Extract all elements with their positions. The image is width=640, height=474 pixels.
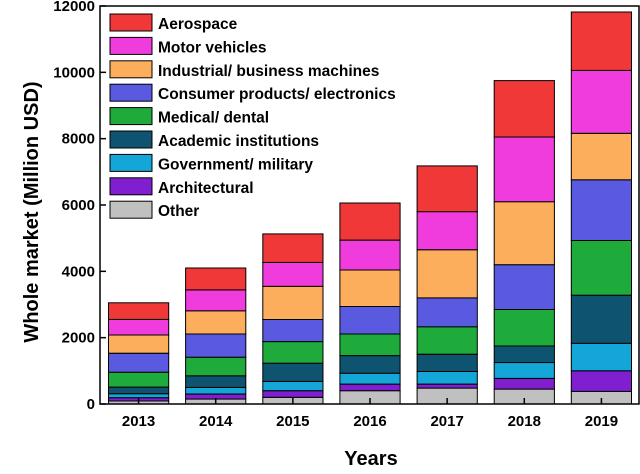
- bar-2016-academic-institutions: [339, 355, 401, 374]
- legend-label-consumer-products-electronics: Consumer products/ electronics: [158, 86, 396, 103]
- bar-2019-industrial-business-machines: [570, 132, 632, 181]
- legend-swatch-consumer-products-electronics: [109, 83, 153, 102]
- bar-2015-medical-dental: [262, 341, 324, 364]
- bar-2017-government-military: [416, 371, 478, 385]
- bar-2018-medical-dental: [493, 309, 555, 347]
- bar-2017-motor-vehicles: [416, 211, 478, 251]
- bar-2013-motor-vehicles: [108, 318, 170, 336]
- bar-2015-consumer-products-electronics: [262, 318, 324, 343]
- bar-2016-motor-vehicles: [339, 239, 401, 271]
- x-tick-label: 2018: [508, 413, 541, 430]
- y-tick-label: 10000: [53, 64, 95, 81]
- legend-label-academic-institutions: Academic institutions: [158, 133, 319, 150]
- legend-swatch-other: [109, 200, 153, 219]
- bar-2014-motor-vehicles: [185, 289, 247, 312]
- legend-swatch-architectural: [109, 177, 153, 196]
- bars-group: [108, 11, 632, 405]
- bar-2017-academic-institutions: [416, 353, 478, 372]
- bar-2019-medical-dental: [570, 240, 632, 296]
- bar-2018-aerospace: [493, 80, 555, 138]
- bar-2015-government-military: [262, 380, 324, 392]
- legend-label-industrial-business-machines: Industrial/ business machines: [158, 63, 379, 80]
- bar-2017-consumer-products-electronics: [416, 297, 478, 328]
- legend-label-architectural: Architectural: [158, 180, 254, 197]
- legend-label-government-military: Government/ military: [158, 156, 313, 173]
- bar-2019-architectural: [570, 370, 632, 392]
- legend-label-aerospace: Aerospace: [158, 16, 238, 33]
- x-tick-label: 2019: [585, 413, 618, 430]
- bar-2013-academic-institutions: [108, 386, 170, 395]
- y-tick-label: 2000: [62, 330, 95, 347]
- bar-2013-aerospace: [108, 302, 170, 320]
- legend-label-medical-dental: Medical/ dental: [158, 110, 269, 127]
- bar-2014-aerospace: [185, 267, 247, 291]
- bar-2015-academic-institutions: [262, 362, 324, 382]
- legend-label-motor-vehicles: Motor vehicles: [158, 39, 267, 56]
- legend-swatch-academic-institutions: [109, 130, 153, 149]
- bar-2013-consumer-products-electronics: [108, 352, 170, 373]
- bar-2016-medical-dental: [339, 333, 401, 357]
- bar-2018-consumer-products-electronics: [493, 264, 555, 311]
- bar-2018-government-military: [493, 362, 555, 379]
- bar-2016-industrial-business-machines: [339, 269, 401, 307]
- bar-2019-government-military: [570, 342, 632, 372]
- bar-2013-government-military: [108, 393, 170, 399]
- x-tick-label: 2015: [276, 413, 309, 430]
- bar-2015-aerospace: [262, 233, 324, 263]
- bar-2015-motor-vehicles: [262, 261, 324, 287]
- x-tick-label: 2014: [199, 413, 233, 430]
- legend-swatch-medical-dental: [109, 107, 153, 126]
- x-axis-title: Years: [344, 448, 397, 470]
- bar-2015-architectural: [262, 390, 324, 398]
- x-tick-label: 2017: [430, 413, 463, 430]
- bar-2016-aerospace: [339, 202, 401, 241]
- axes-group: 0 2000 4000 6000 8000 10000 12000 2013 2014 2015 2…: [53, 0, 640, 430]
- y-tick-label: 12000: [53, 0, 95, 15]
- legend-swatch-industrial-business-machines: [109, 60, 153, 79]
- bar-2017-aerospace: [416, 165, 478, 213]
- bar-2018-architectural: [493, 378, 555, 390]
- bar-2014-industrial-business-machines: [185, 310, 247, 335]
- bar-2019-aerospace: [570, 11, 632, 71]
- bar-2016-consumer-products-electronics: [339, 306, 401, 335]
- y-axis-title: Whole market (Million USD): [21, 81, 43, 342]
- legend: Aerospace Motor vehicles Industrial/ busin…: [109, 13, 396, 220]
- y-tick-label: 0: [87, 396, 95, 413]
- bar-2014-government-military: [185, 386, 247, 395]
- bar-2016-architectural: [339, 383, 401, 392]
- y-tick-label: 8000: [62, 131, 95, 148]
- x-tick-label: 2013: [122, 413, 155, 430]
- bar-2019-consumer-products-electronics: [570, 179, 632, 242]
- bar-2019-motor-vehicles: [570, 69, 632, 134]
- bar-2018-motor-vehicles: [493, 136, 555, 203]
- bar-2015-industrial-business-machines: [262, 285, 324, 320]
- bar-2018-academic-institutions: [493, 345, 555, 364]
- bar-2017-industrial-business-machines: [416, 249, 478, 299]
- legend-label-other: Other: [158, 203, 199, 220]
- legend-swatch-aerospace: [109, 13, 153, 32]
- bar-2019-academic-institutions: [570, 294, 632, 344]
- bar-2018-industrial-business-machines: [493, 201, 555, 266]
- y-tick-label: 6000: [62, 197, 95, 214]
- legend-swatch-motor-vehicles: [109, 36, 153, 55]
- bar-2014-consumer-products-electronics: [185, 333, 247, 358]
- legend-swatch-government-military: [109, 153, 153, 172]
- y-tick-label: 4000: [62, 263, 95, 280]
- bar-2014-medical-dental: [185, 356, 247, 377]
- bar-2014-academic-institutions: [185, 375, 247, 388]
- x-tick-label: 2016: [353, 413, 386, 430]
- bar-2016-government-military: [339, 372, 401, 385]
- bar-2013-medical-dental: [108, 371, 170, 388]
- bar-2017-medical-dental: [416, 326, 478, 355]
- bar-2017-architectural: [416, 383, 478, 389]
- bar-2013-industrial-business-machines: [108, 334, 170, 354]
